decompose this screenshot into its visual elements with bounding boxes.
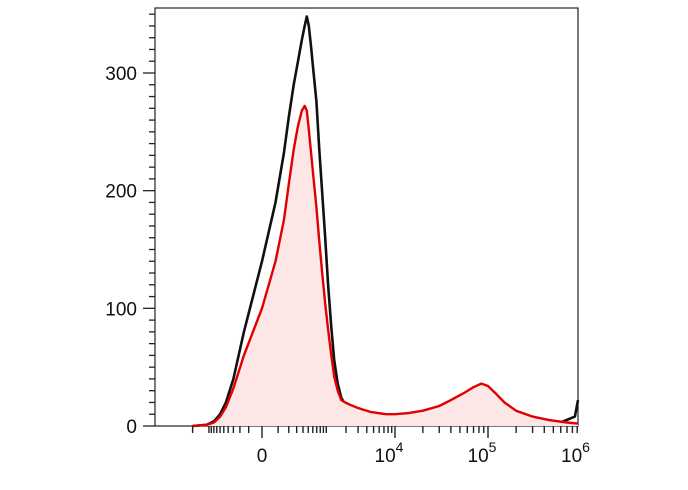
y-tick-label: 0 <box>126 417 137 438</box>
x-tick-label: 106 <box>561 439 590 467</box>
series-group <box>192 15 580 428</box>
plot-area: 0 100 200 300 0 104 105 106 <box>105 7 590 467</box>
x-tick-label: 104 <box>375 439 404 467</box>
y-tick-label: 200 <box>105 182 137 203</box>
y-tick-label: 100 <box>105 299 137 320</box>
plot-frame <box>154 7 579 427</box>
x-axis: 0 104 105 106 <box>191 426 590 467</box>
x-tick-label: 0 <box>257 446 268 467</box>
y-axis: 0 100 200 300 <box>105 13 155 438</box>
series-1-fill <box>192 105 578 427</box>
series-1-line <box>192 104 579 428</box>
y-tick-label: 300 <box>105 64 137 85</box>
x-tick-label: 105 <box>468 439 497 467</box>
